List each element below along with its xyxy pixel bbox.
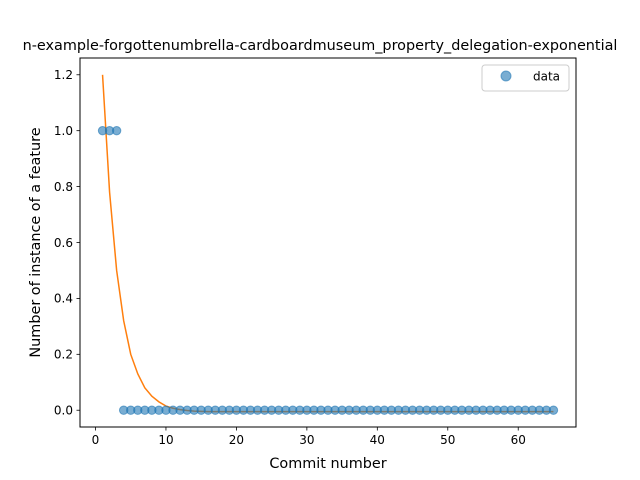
x-tick-label: 20 xyxy=(229,433,244,447)
x-tick-label: 0 xyxy=(92,433,100,447)
x-tick-label: 10 xyxy=(158,433,173,447)
x-tick-label: 50 xyxy=(440,433,455,447)
scatter-layer xyxy=(97,125,559,415)
data-point xyxy=(548,405,559,415)
y-axis-label: Number of instance of a feature xyxy=(28,127,44,357)
y-tick-label: 1.2 xyxy=(54,68,73,82)
legend-label-data: data xyxy=(533,70,560,84)
x-axis: 0 10 20 30 40 50 60 xyxy=(92,427,526,447)
y-tick-label: 0.0 xyxy=(54,404,73,418)
plot-area xyxy=(79,57,577,428)
x-tick-label: 30 xyxy=(299,433,314,447)
data-point xyxy=(111,125,122,136)
y-axis: 0.0 0.2 0.4 0.6 0.8 1.0 1.2 xyxy=(54,68,80,418)
x-tick-label: 60 xyxy=(511,433,526,447)
y-tick-label: 0.2 xyxy=(54,348,73,362)
plot-background xyxy=(80,58,576,427)
y-tick-label: 1.0 xyxy=(54,124,73,138)
legend-marker-data xyxy=(500,70,512,82)
chart-title: n-example-forgottenumbrella-cardboardmus… xyxy=(23,38,618,54)
x-axis-label: Commit number xyxy=(269,456,386,472)
y-tick-label: 0.6 xyxy=(54,236,73,250)
y-tick-label: 0.8 xyxy=(54,180,73,194)
y-tick-label: 0.4 xyxy=(54,292,73,306)
x-tick-label: 40 xyxy=(370,433,385,447)
legend: data xyxy=(481,64,570,92)
